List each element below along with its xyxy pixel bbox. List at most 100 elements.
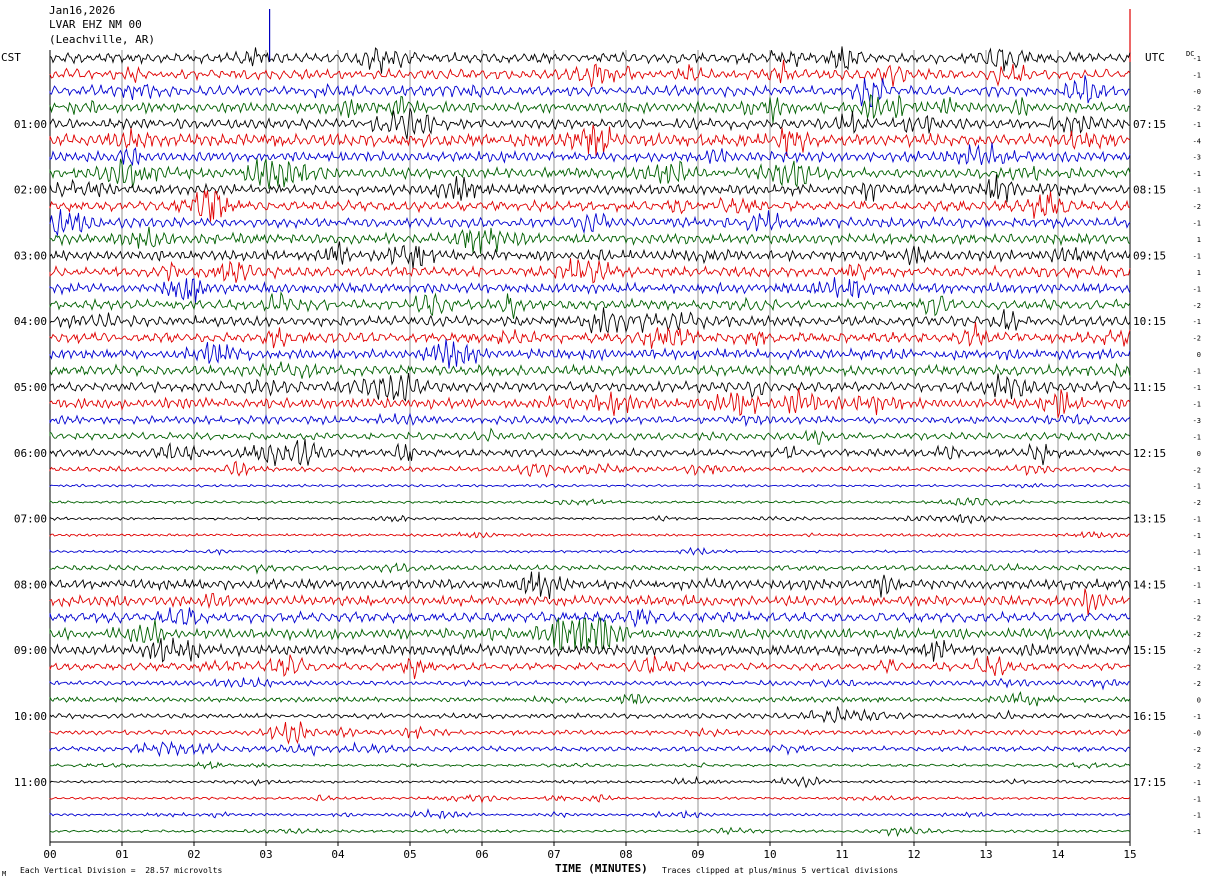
seismic-trace: [49, 562, 1131, 575]
dc-offset-label: 0: [1197, 450, 1201, 458]
cst-time-label: 08:00: [14, 578, 47, 591]
dc-offset-label: -1: [1193, 565, 1201, 573]
seismic-trace: [49, 808, 1131, 820]
dc-offset-label: -2: [1193, 762, 1201, 770]
seismic-trace: [49, 241, 1131, 269]
seismic-trace: [49, 760, 1131, 770]
dc-offset-label: -4: [1193, 137, 1201, 145]
cst-time-label: 06:00: [14, 447, 47, 460]
seismic-trace: [49, 825, 1131, 838]
dc-offset-label: -1: [1193, 285, 1201, 293]
seismic-trace: [49, 706, 1131, 724]
corner-mark: M: [2, 870, 7, 878]
utc-time-label: 16:15: [1133, 710, 1166, 723]
seismic-trace: [49, 676, 1131, 691]
station-location: (Leachville, AR): [49, 33, 155, 46]
clip-note: Traces clipped at plus/minus 5 vertical …: [662, 866, 899, 875]
dc-offset-label: -1: [1193, 483, 1201, 491]
dc-offset-label: -1: [1193, 55, 1201, 63]
dc-offset-label: -1: [1193, 170, 1201, 178]
dc-offset-label: -1: [1193, 187, 1201, 195]
dc-offset-label: -1: [1193, 318, 1201, 326]
seismic-trace: [49, 124, 1131, 156]
seismic-trace: [49, 497, 1131, 507]
x-tick-label: 13: [979, 848, 992, 861]
seismic-trace: [49, 546, 1130, 556]
x-axis-label: TIME (MINUTES): [555, 862, 648, 875]
dc-offset-label: -2: [1193, 335, 1201, 343]
dc-offset-label: -1: [1193, 795, 1201, 803]
dc-offset-label: -2: [1193, 203, 1201, 211]
seismic-trace: [49, 427, 1131, 445]
x-tick-label: 01: [115, 848, 128, 861]
cst-time-label: 10:00: [14, 710, 47, 723]
utc-time-label: 14:15: [1133, 578, 1166, 591]
x-tick-label: 00: [43, 848, 56, 861]
seismic-trace: [49, 775, 1131, 789]
x-tick-label: 14: [1051, 848, 1065, 861]
seismic-trace: [49, 321, 1131, 349]
utc-time-label: 15:15: [1133, 644, 1166, 657]
dc-offset-label: -3: [1193, 417, 1201, 425]
seismic-trace: [49, 588, 1131, 616]
utc-time-label: 10:15: [1133, 315, 1166, 328]
seismic-trace: [49, 174, 1131, 203]
cst-axis-label: CST: [1, 51, 21, 64]
seismic-trace: [49, 571, 1131, 599]
seismic-trace: [49, 307, 1131, 334]
seismic-trace: [49, 108, 1131, 140]
dc-offset-label: 1: [1197, 269, 1201, 277]
seismic-trace: [49, 46, 1131, 74]
cst-time-label: 02:00: [14, 184, 47, 197]
dc-offset-label: -2: [1193, 664, 1201, 672]
seismic-trace: [49, 226, 1131, 254]
dc-offset-label: 0: [1197, 697, 1201, 705]
dc-offset-label: -1: [1193, 532, 1201, 540]
dc-offset-label: -1: [1193, 713, 1201, 721]
dc-offset-label: -1: [1193, 812, 1201, 820]
dc-offset-label: 1: [1197, 236, 1201, 244]
cst-time-label: 07:00: [14, 513, 47, 526]
x-tick-label: 08: [619, 848, 632, 861]
seismic-trace: [49, 483, 1131, 489]
dc-offset-label: -1: [1193, 598, 1201, 606]
dc-offset-label: -2: [1193, 647, 1201, 655]
utc-time-label: 09:15: [1133, 249, 1166, 262]
utc-time-label: 17:15: [1133, 776, 1166, 789]
utc-time-label: 12:15: [1133, 447, 1166, 460]
seismic-trace: [49, 158, 1131, 189]
utc-time-label: 11:15: [1133, 381, 1166, 394]
seismic-trace: [49, 190, 1131, 222]
seismic-trace: [49, 209, 1131, 237]
seismic-trace: [49, 339, 1131, 369]
seismic-trace: [49, 617, 1131, 650]
x-tick-label: 03: [259, 848, 272, 861]
seismic-trace: [49, 59, 1131, 88]
dc-offset-label: -2: [1193, 631, 1201, 639]
x-tick-label: 06: [475, 848, 488, 861]
seismic-trace: [49, 412, 1131, 428]
dc-offset-label: -1: [1193, 121, 1201, 129]
dc-offset-label: -1: [1193, 252, 1201, 260]
seismic-trace: [49, 75, 1131, 107]
seismic-trace: [49, 530, 1131, 539]
seismic-trace: [49, 460, 1131, 478]
seismic-trace: [49, 721, 1131, 745]
station-code: LVAR EHZ NM 00: [49, 18, 142, 31]
x-tick-label: 02: [187, 848, 200, 861]
x-tick-label: 12: [907, 848, 920, 861]
dc-offset-label: -1: [1193, 220, 1201, 228]
utc-time-label: 07:15: [1133, 118, 1166, 131]
x-tick-label: 07: [547, 848, 560, 861]
seismic-trace: [49, 93, 1131, 124]
cst-time-label: 01:00: [14, 118, 47, 131]
utc-axis-label: UTC: [1145, 51, 1165, 64]
dc-offset-label: -1: [1193, 828, 1201, 836]
dc-offset-label: -1: [1193, 516, 1201, 524]
x-tick-label: 10: [763, 848, 776, 861]
x-tick-label: 15: [1123, 848, 1136, 861]
seismic-trace: [49, 258, 1131, 284]
cst-time-label: 05:00: [14, 381, 47, 394]
dc-offset-label: -2: [1193, 680, 1201, 688]
